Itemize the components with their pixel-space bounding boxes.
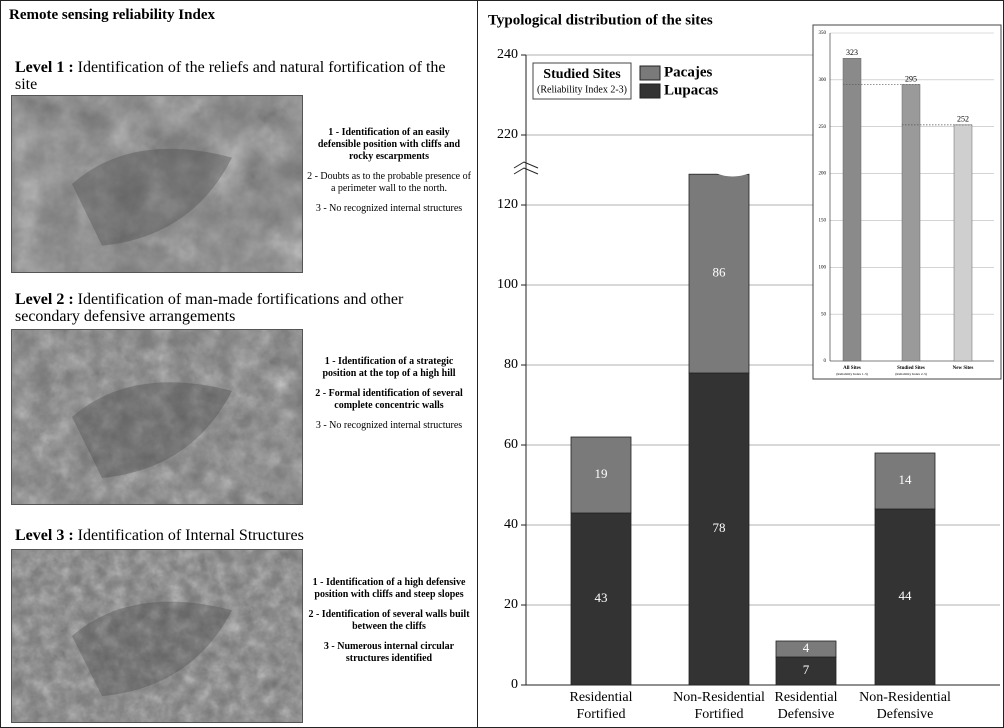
value-label: 86 <box>713 265 727 280</box>
break-mark <box>686 167 750 177</box>
y-tick-label: 220 <box>497 127 518 142</box>
y-tick-label: 100 <box>819 265 827 270</box>
x-tick-label: Defensive <box>778 707 835 722</box>
x-tick-label: Studied Sites <box>897 366 925 371</box>
legend-label: Pacajes <box>664 64 712 80</box>
level-text: Identification of the reliefs and natura… <box>15 59 446 93</box>
panel-title: Remote sensing reliability Index <box>9 7 215 23</box>
value-label: 7 <box>803 662 810 677</box>
x-tick-label: Residential <box>775 690 838 705</box>
bar <box>901 84 921 362</box>
level-label: Level 1 : <box>15 59 74 76</box>
bar-segment <box>688 173 750 374</box>
axis-break <box>513 161 539 175</box>
chart: Typological distribution of the sites 0 2… <box>488 12 1002 722</box>
bar-segment <box>775 640 837 658</box>
note: 1 - Identification of a strategic positi… <box>322 356 456 379</box>
x-tick-label: All Sites <box>843 366 861 371</box>
legend-label: Lupacas <box>664 82 718 98</box>
x-tick-label: Non-Residential <box>859 690 951 705</box>
note: 1 - Identification of an easily defensib… <box>317 127 461 162</box>
satellite-image <box>11 549 303 723</box>
bar-segment <box>688 372 750 686</box>
value-label: 44 <box>899 588 913 603</box>
chart-title: Typological distribution of the sites <box>488 12 713 28</box>
y-tick-label: 350 <box>819 31 827 36</box>
value-label: 295 <box>905 74 917 83</box>
level-heading: Level 3 : Identification of Internal Str… <box>15 527 465 544</box>
value-label: 14 <box>899 472 913 487</box>
legend-title: Studied Sites <box>543 67 621 82</box>
bar-segment <box>874 508 936 686</box>
value-label: 323 <box>846 48 858 57</box>
x-tick-label: Residential <box>570 690 633 705</box>
note: 2 - Formal identification of several com… <box>315 388 463 411</box>
level-heading: Level 2 : Identification of man-made for… <box>15 291 465 325</box>
value-label: 4 <box>803 640 810 655</box>
note: 3 - No recognized internal structures <box>315 420 463 431</box>
y-tick-label: 120 <box>497 197 518 212</box>
y-tick-label: 40 <box>504 517 518 532</box>
y-tick-label: 150 <box>819 219 827 224</box>
note: 3 - Numerous internal circular structure… <box>323 641 455 664</box>
y-tick-label: 0 <box>511 677 518 692</box>
note: 3 - No recognized internal structures <box>315 203 463 214</box>
y-tick-label: 200 <box>819 172 827 177</box>
y-tick-label: 250 <box>819 125 827 130</box>
legend-subtitle: (Reliability Index 2-3) <box>537 84 627 95</box>
value-label: 43 <box>595 590 608 605</box>
satellite-image <box>11 329 303 505</box>
value-label: 78 <box>713 520 726 535</box>
legend-swatch <box>639 83 661 99</box>
y-tick-label: 300 <box>819 78 827 83</box>
bar-segment <box>775 656 837 686</box>
y-tick-label: 20 <box>504 597 518 612</box>
y-tick-label: 50 <box>821 312 827 317</box>
x-tick-label: Fortified <box>577 707 626 722</box>
left-panel: Remote sensing reliability Index Level 1… <box>1 1 478 727</box>
bar-segment <box>570 436 632 514</box>
x-tick-label: Fortified <box>695 707 744 722</box>
level-text: Identification of Internal Structures <box>77 527 304 544</box>
level-notes: 1 - Identification of an easily defensib… <box>307 127 471 223</box>
level-text: Identification of man-made fortification… <box>15 291 404 325</box>
note: 1 - Identification of a high defensive p… <box>312 577 466 600</box>
value-label: 19 <box>595 466 608 481</box>
bar <box>953 124 973 362</box>
x-tick-label: New Sites <box>953 366 974 371</box>
level-notes: 1 - Identification of a strategic positi… <box>307 356 471 440</box>
bar <box>842 58 862 362</box>
note: 2 - Identification of several walls buil… <box>308 609 470 632</box>
level-notes: 1 - Identification of a high defensive p… <box>307 577 471 673</box>
y-tick-label: 80 <box>504 357 518 372</box>
x-tick-note: (Reliability Index 1-3) <box>836 372 868 376</box>
x-tick-label: Non-Residential <box>673 690 765 705</box>
legend-box <box>532 62 632 100</box>
y-tick-label: 60 <box>504 437 518 452</box>
x-tick-label: Defensive <box>877 707 934 722</box>
satellite-image <box>11 95 303 273</box>
level-heading: Level 1 : Identification of the reliefs … <box>15 59 465 93</box>
bar-segment <box>874 452 936 510</box>
legend: Studied Sites (Reliability Index 2-3) Paca… <box>532 62 718 100</box>
bar-segment <box>570 512 632 686</box>
x-tick-note: (Reliability Index 2-3) <box>895 372 927 376</box>
legend-swatch <box>639 65 661 81</box>
note: 2 - Doubts as to the probable presence o… <box>307 171 471 194</box>
level-label: Level 3 : <box>15 527 74 544</box>
value-label: 252 <box>957 115 969 124</box>
y-tick-label: 240 <box>497 47 518 62</box>
level-label: Level 2 : <box>15 291 74 308</box>
y-tick-label: 0 <box>824 359 827 364</box>
y-tick-label: 100 <box>497 277 518 292</box>
